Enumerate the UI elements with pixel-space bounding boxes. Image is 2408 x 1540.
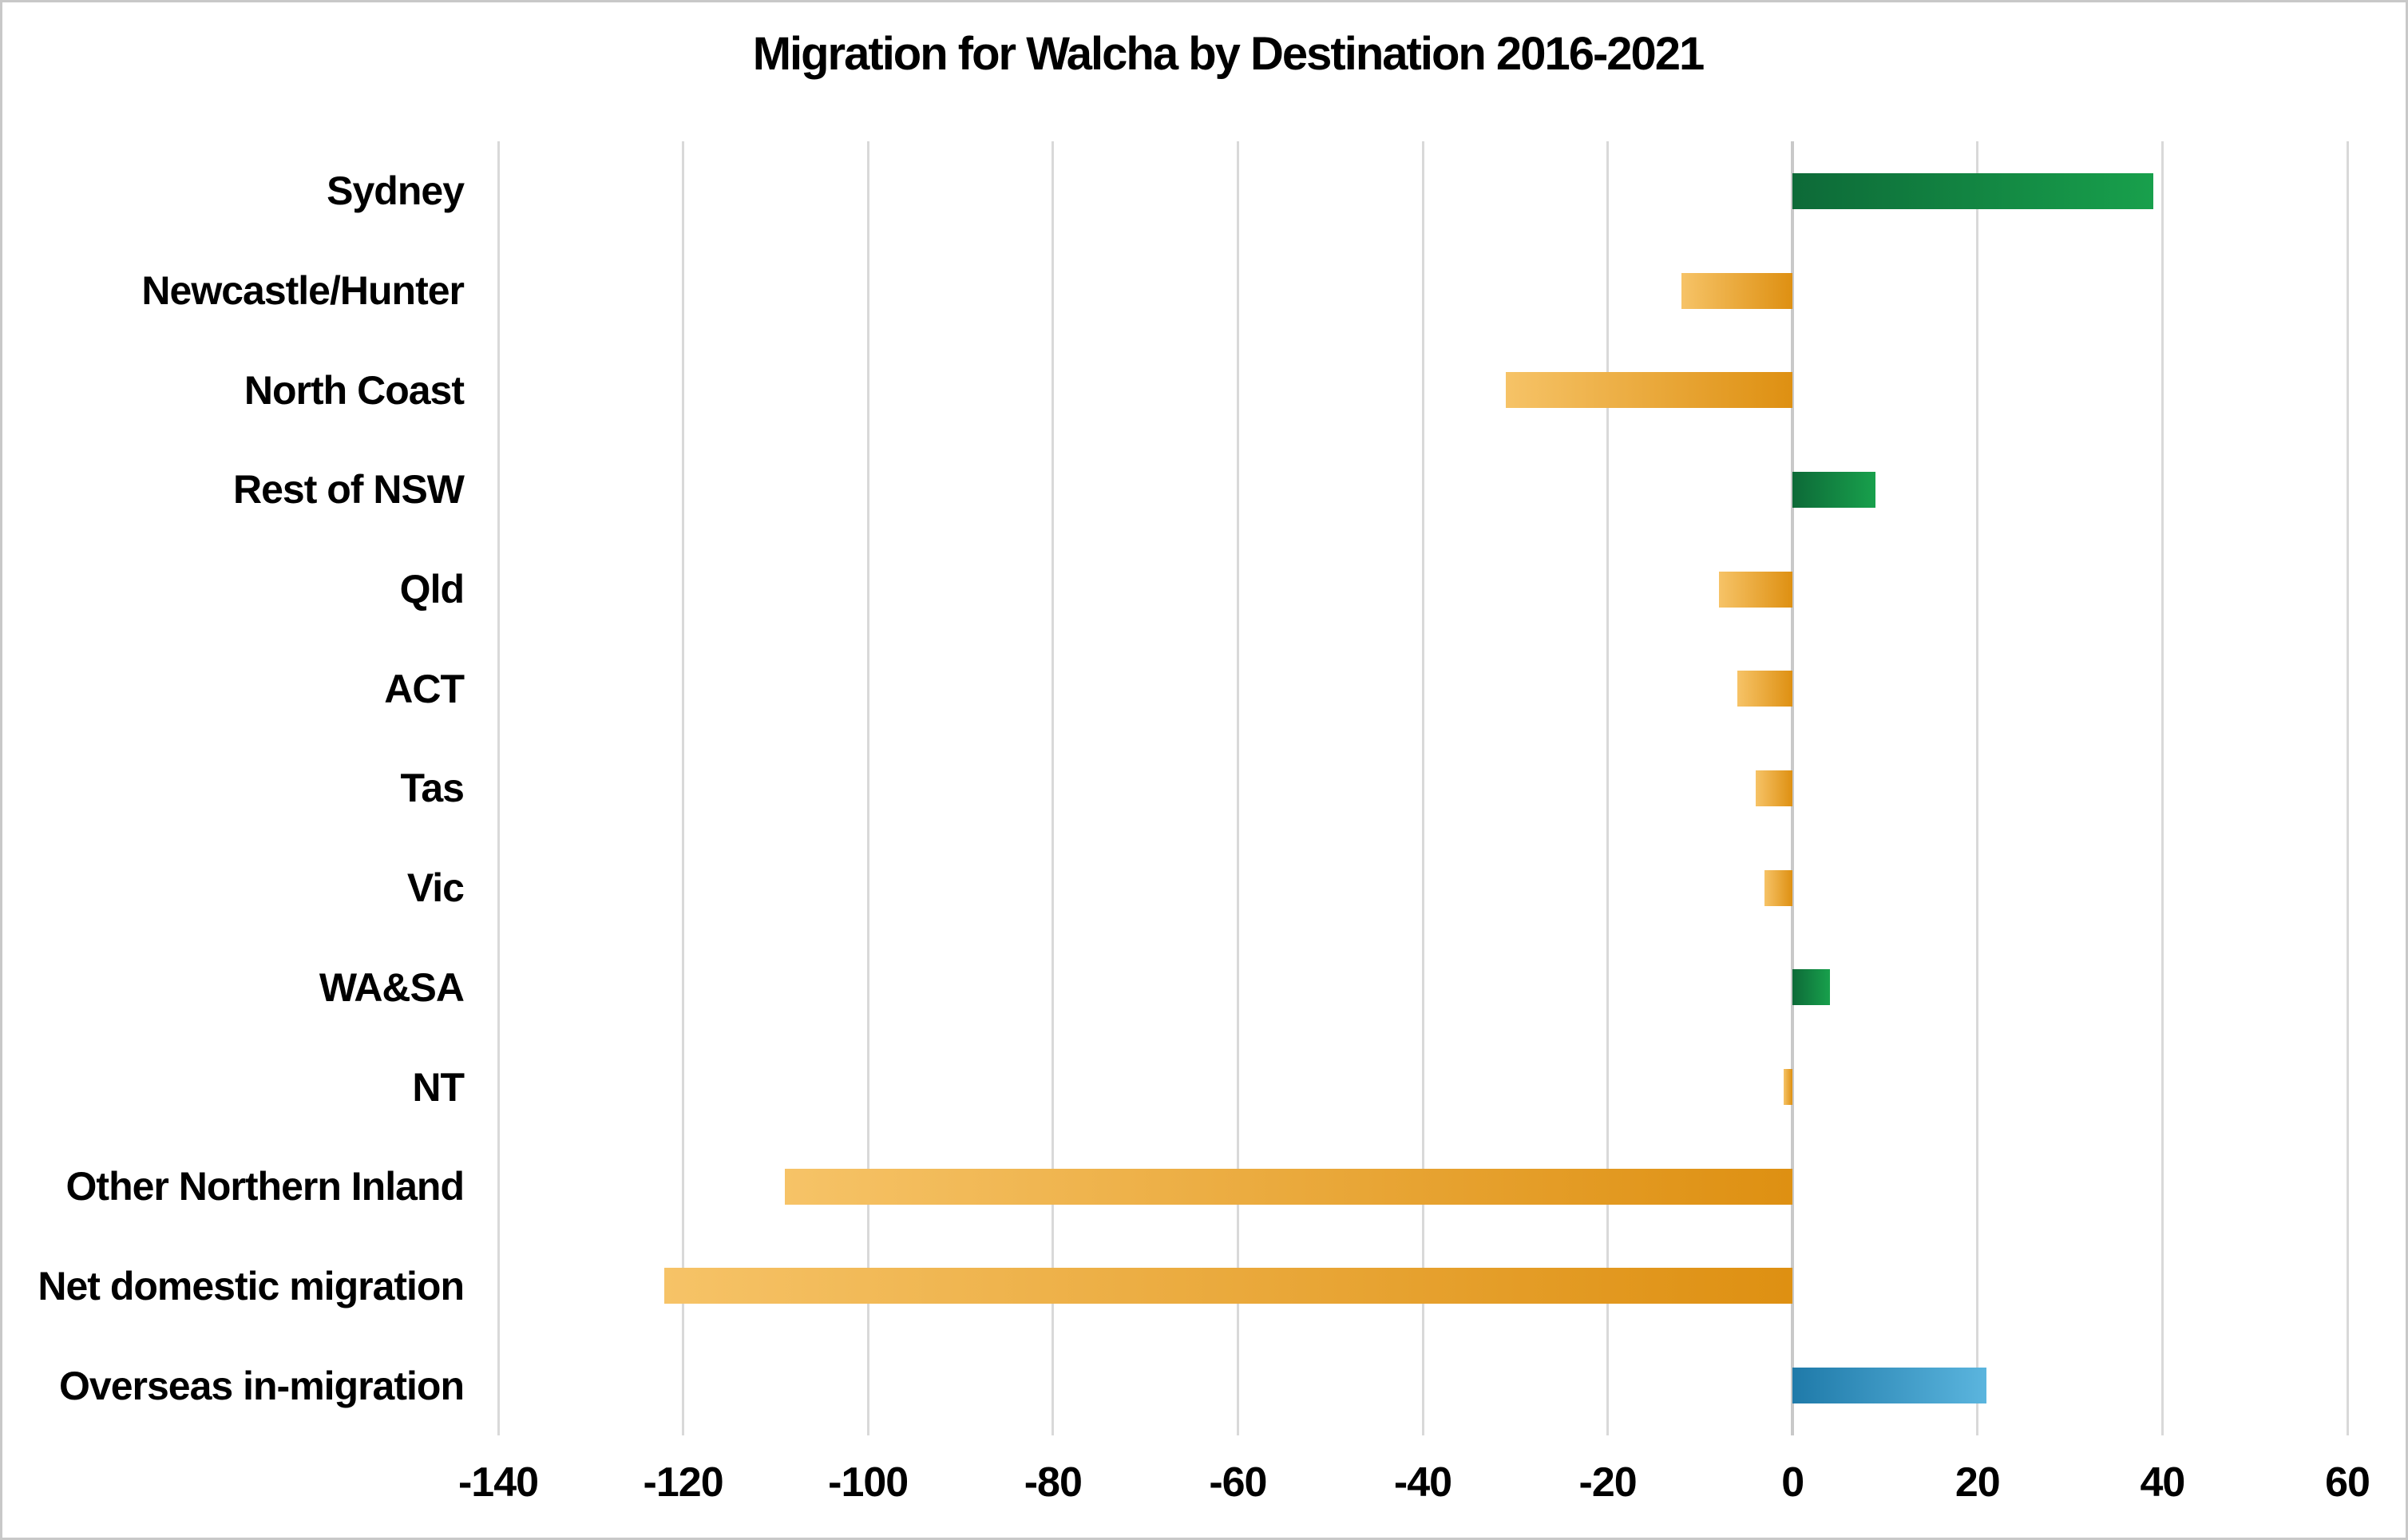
- x-tick-40: 40: [2140, 1459, 2185, 1506]
- bar-newcastle-hunter: [1681, 272, 1793, 309]
- x-tick-neg-60: -60: [1209, 1459, 1267, 1506]
- category-label-qld: Qld: [399, 567, 465, 612]
- category-label-overseas-in-migration: Overseas in-migration: [59, 1363, 465, 1408]
- category-label-wa-sa: WA&SA: [319, 964, 465, 1010]
- chart-title: Migration for Walcha by Destination 2016…: [752, 28, 1705, 80]
- bar-sydney: [1792, 172, 2153, 209]
- x-axis: -140 -120 -100 -80 -60 -40 -20 0 20 40 60: [2, 1459, 2406, 1516]
- category-axis: Sydney Newcastle/Hunter North Coast Rest of…: [2, 141, 473, 1435]
- category-label-other-northern-inland: Other Northern Inland: [65, 1164, 465, 1209]
- x-tick-neg-80: -80: [1024, 1459, 1083, 1506]
- category-label-nt: NT: [412, 1064, 465, 1110]
- bar-nt: [1783, 1069, 1793, 1106]
- x-tick-60: 60: [2325, 1459, 2370, 1506]
- gridline-neg-140: [497, 141, 500, 1435]
- gridline-neg-100: [866, 141, 869, 1435]
- gridline-60: [2346, 141, 2349, 1435]
- x-tick-neg-140: -140: [457, 1459, 539, 1506]
- gridline-neg-40: [1421, 141, 1424, 1435]
- x-tick-neg-20: -20: [1578, 1459, 1638, 1506]
- category-label-newcastle-hunter: Newcastle/Hunter: [141, 268, 465, 314]
- x-tick-neg-40: -40: [1393, 1459, 1452, 1506]
- plot-area: [497, 141, 2349, 1435]
- bar-vic: [1764, 869, 1793, 906]
- bar-net-domestic-migration: [664, 1268, 1793, 1304]
- category-label-rest-of-nsw: Rest of NSW: [233, 467, 465, 513]
- category-label-sydney: Sydney: [327, 168, 465, 214]
- category-label-tas: Tas: [400, 766, 465, 811]
- bar-rest-of-nsw: [1792, 471, 1876, 508]
- x-tick-neg-120: -120: [643, 1459, 724, 1506]
- bar-qld: [1718, 571, 1793, 608]
- bar-tas: [1755, 770, 1793, 806]
- category-label-north-coast: North Coast: [244, 367, 465, 413]
- bar-act: [1737, 671, 1793, 707]
- gridline-neg-60: [1236, 141, 1239, 1435]
- category-label-net-domestic-migration: Net domestic migration: [38, 1263, 465, 1308]
- bar-other-northern-inland: [784, 1168, 1793, 1205]
- gridline-neg-80: [1052, 141, 1055, 1435]
- bar-wa-sa: [1792, 969, 1830, 1006]
- category-label-vic: Vic: [406, 865, 465, 911]
- bar-north-coast: [1506, 372, 1793, 409]
- gridline-neg-20: [1606, 141, 1610, 1435]
- gridline-40: [2160, 141, 2164, 1435]
- x-tick-0: 0: [1781, 1459, 1804, 1506]
- gridline-zero: [1791, 141, 1795, 1435]
- x-tick-20: 20: [1955, 1459, 2001, 1506]
- bar-overseas-in-migration: [1792, 1368, 1987, 1404]
- category-label-act: ACT: [384, 666, 465, 711]
- gridline-neg-120: [682, 141, 685, 1435]
- x-tick-neg-100: -100: [828, 1459, 909, 1506]
- gridline-20: [1976, 141, 1979, 1435]
